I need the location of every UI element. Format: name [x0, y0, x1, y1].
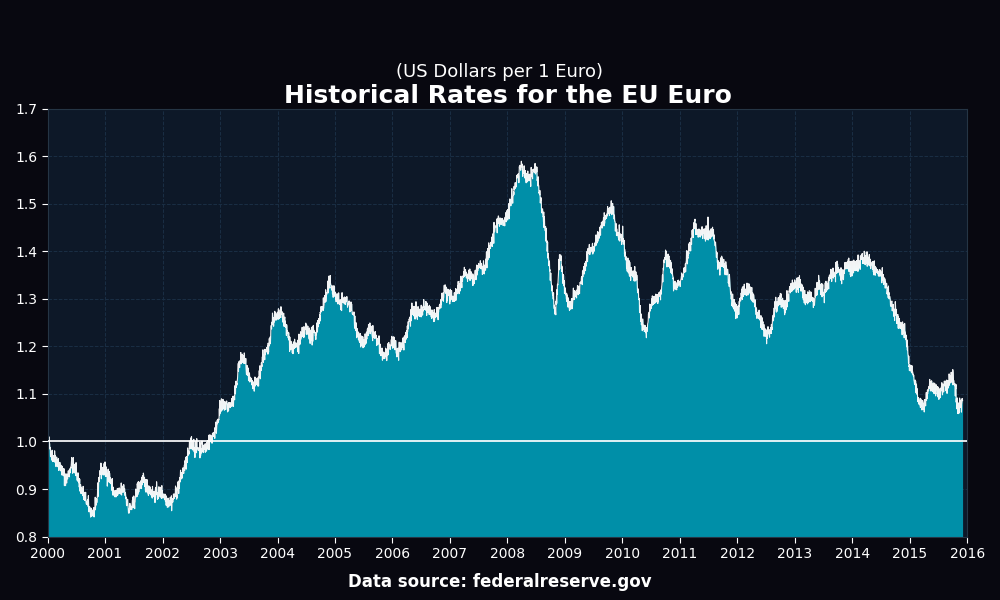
Text: (US Dollars per 1 Euro): (US Dollars per 1 Euro)	[396, 63, 604, 81]
Title: Historical Rates for the EU Euro: Historical Rates for the EU Euro	[284, 84, 731, 108]
Text: Data source: federalreserve.gov: Data source: federalreserve.gov	[348, 573, 652, 591]
